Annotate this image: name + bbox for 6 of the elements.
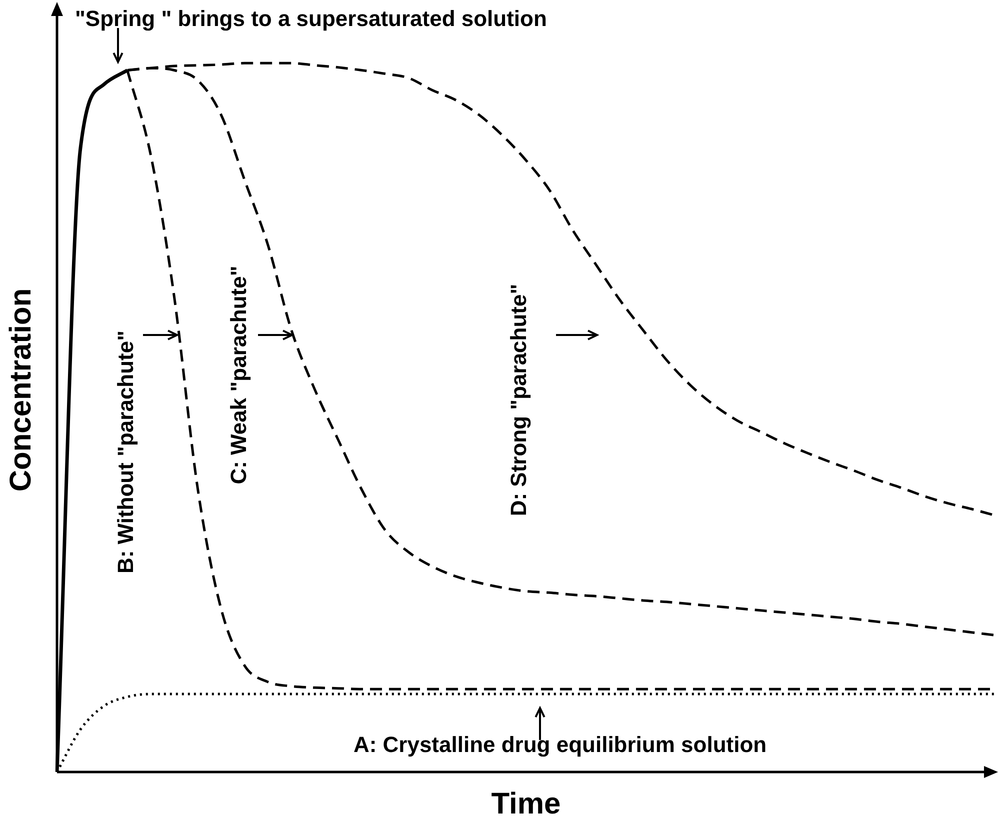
annotation: B: Without "parachute" xyxy=(113,330,138,574)
y-axis-title: Concentration xyxy=(4,288,38,492)
text: "Spring " brings to a supersaturated solution xyxy=(75,6,547,32)
annotation: C: Weak "parachute" xyxy=(226,266,252,484)
annotation: D: Strong "parachute" xyxy=(506,284,532,516)
x-axis-title: Time xyxy=(491,787,561,820)
